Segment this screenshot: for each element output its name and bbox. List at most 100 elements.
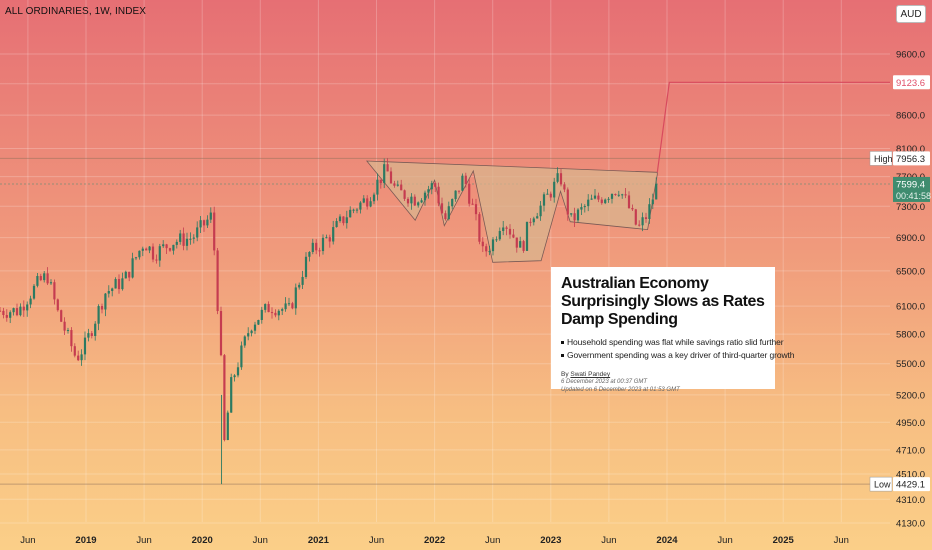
candle-body bbox=[111, 288, 114, 292]
news-bullet: Household spending was flat while saving… bbox=[561, 336, 784, 349]
target-price-value: 9123.6 bbox=[896, 78, 925, 89]
candle-body bbox=[570, 213, 573, 215]
target-price-bg bbox=[893, 75, 930, 90]
candle-body bbox=[209, 212, 212, 220]
candle-body bbox=[498, 230, 501, 240]
byline: By Swati Pandey bbox=[561, 371, 765, 378]
current-price-bg bbox=[893, 176, 930, 202]
candle-body bbox=[281, 309, 284, 311]
candle-body bbox=[199, 220, 202, 228]
price-tick-label: 5800.0 bbox=[896, 330, 925, 341]
candle-body bbox=[389, 171, 393, 184]
candle-body bbox=[580, 207, 583, 210]
candle-body bbox=[158, 246, 161, 261]
candle-body bbox=[39, 276, 42, 281]
candle-body bbox=[19, 306, 22, 316]
candle-body bbox=[604, 199, 607, 204]
candle-body bbox=[451, 199, 454, 207]
candle-body bbox=[474, 204, 478, 215]
candle-body bbox=[0, 310, 2, 312]
time-tick-label: 2025 bbox=[773, 535, 795, 546]
candle-body bbox=[383, 164, 386, 184]
time-tick-label: 2019 bbox=[75, 535, 96, 546]
price-axis[interactable]: 9600.09100.08600.08100.07700.07300.06900… bbox=[896, 50, 925, 530]
candle-body bbox=[573, 213, 576, 221]
candle-body bbox=[321, 237, 325, 252]
time-tick-label: Jun bbox=[20, 535, 35, 546]
candle-body bbox=[172, 244, 175, 251]
low-price-value: 4429.1 bbox=[896, 480, 925, 491]
candle-body bbox=[128, 271, 131, 278]
candle-body bbox=[100, 306, 104, 310]
candle-body bbox=[607, 198, 610, 200]
candle-body bbox=[627, 195, 631, 209]
low-tag: Low bbox=[874, 480, 891, 490]
candle-body bbox=[624, 194, 627, 196]
candle-body bbox=[495, 239, 498, 241]
time-axis[interactable]: Jun 2019 Jun 2020 Jun 2021 Jun 2022 Jun 2023 Jun 20… bbox=[20, 535, 849, 546]
candle-body bbox=[219, 311, 223, 356]
candle-body bbox=[233, 375, 236, 378]
candle-body bbox=[651, 199, 654, 205]
time-tick-label: 2023 bbox=[540, 535, 561, 546]
candle-body bbox=[53, 282, 56, 300]
candle-body bbox=[542, 194, 546, 206]
candle-body bbox=[566, 189, 569, 215]
time-tick-label: 2022 bbox=[424, 535, 445, 546]
candle-body bbox=[243, 336, 246, 346]
candle-body bbox=[393, 183, 396, 186]
price-tick-label: 5200.0 bbox=[896, 390, 925, 401]
candle-body bbox=[230, 377, 233, 413]
candle-body bbox=[257, 319, 260, 325]
time-tick-label: 2020 bbox=[192, 535, 213, 546]
candle-body bbox=[141, 248, 144, 251]
currency-button[interactable]: AUD bbox=[896, 5, 926, 23]
candle-body bbox=[318, 250, 321, 252]
news-headline: Australian Economy Surprisingly Slows as… bbox=[561, 275, 765, 328]
candle-body bbox=[379, 179, 382, 184]
projection bbox=[656, 81, 890, 173]
candle-body bbox=[270, 312, 274, 314]
price-tick-label: 8600.0 bbox=[896, 111, 925, 122]
candle-body bbox=[175, 241, 178, 245]
candle-body bbox=[400, 184, 403, 191]
candle-body bbox=[468, 183, 471, 204]
candle-body bbox=[240, 345, 243, 368]
candle-body bbox=[148, 246, 151, 251]
candle-body bbox=[434, 183, 437, 187]
published-time: 6 December 2023 at 00:37 GMT bbox=[561, 379, 648, 385]
candle-body bbox=[32, 285, 36, 299]
candle-body bbox=[454, 190, 457, 200]
time-tick-label: 2024 bbox=[656, 535, 678, 546]
candle-body bbox=[590, 198, 593, 200]
candle-body bbox=[90, 333, 93, 337]
candle-body bbox=[417, 202, 420, 206]
candle-body bbox=[485, 246, 488, 252]
candle-body bbox=[621, 194, 624, 196]
price-tick-label: 6900.0 bbox=[896, 233, 925, 244]
candle-body bbox=[114, 279, 117, 289]
candle-body bbox=[413, 196, 416, 206]
candle-body bbox=[440, 203, 444, 214]
candle-body bbox=[576, 209, 580, 221]
price-tick-label: 4510.0 bbox=[896, 470, 925, 481]
projection-line bbox=[656, 81, 890, 173]
candle-body bbox=[80, 354, 83, 361]
candle-body bbox=[9, 312, 12, 318]
author-link[interactable]: Swati Pandey bbox=[570, 371, 611, 378]
candle-body bbox=[63, 321, 66, 331]
candle-body bbox=[66, 330, 70, 332]
candle-body bbox=[325, 237, 328, 239]
candle-body bbox=[294, 287, 297, 309]
candle-body bbox=[213, 212, 216, 251]
candle-body bbox=[597, 195, 600, 200]
candle-body bbox=[583, 206, 586, 208]
candle-body bbox=[423, 192, 427, 201]
candle-body bbox=[481, 241, 484, 247]
time-tick-label: Jun bbox=[369, 535, 384, 546]
current-price-value: 7599.4 bbox=[896, 179, 925, 190]
candle-body bbox=[250, 330, 253, 334]
candle-body bbox=[457, 190, 461, 192]
